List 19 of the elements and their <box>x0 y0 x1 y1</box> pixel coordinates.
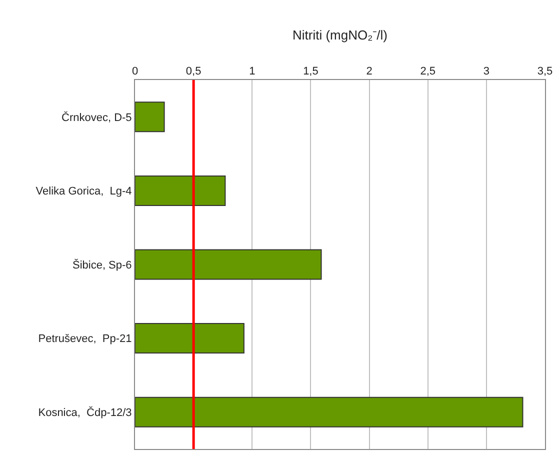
y-tick-label: Petruševec, Pp-21 <box>38 333 132 346</box>
bar <box>135 249 322 280</box>
y-tick-label: Kosnica, Čdp-12/3 <box>38 406 132 419</box>
x-axis-title: Nitriti (mgNO₂⁻/l) <box>292 28 388 43</box>
x-tick-label: 1 <box>249 66 256 78</box>
x-tick-label: 0 <box>132 66 138 78</box>
x-tick-label: 0,5 <box>186 66 202 78</box>
x-tick-label: 3 <box>483 66 490 78</box>
y-tick-label: Velika Gorica, Lg-4 <box>36 186 132 198</box>
x-tick-label: 2,5 <box>420 66 436 78</box>
bar <box>135 175 226 206</box>
x-tick-label: 2 <box>366 66 372 78</box>
bar <box>135 396 524 428</box>
x-tick-label: 3,5 <box>537 66 553 78</box>
y-tick-label: Šibice, Sp-6 <box>72 258 132 272</box>
x-tick-label: 1,5 <box>303 66 318 78</box>
bar <box>135 102 165 132</box>
y-tick-label: Črnkovec, D-5 <box>62 110 132 124</box>
bar <box>135 323 244 354</box>
